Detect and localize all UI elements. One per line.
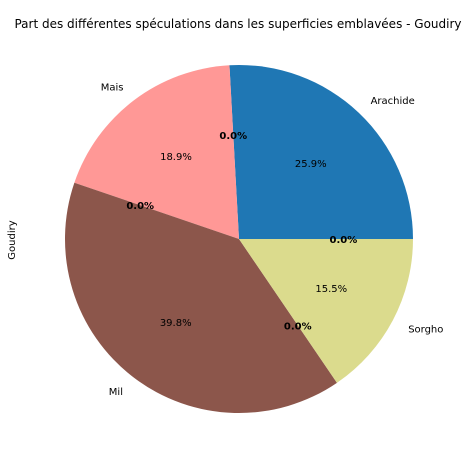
pie-slice-sorgho	[239, 239, 413, 383]
slice-percent-mais: 18.9%	[160, 152, 192, 163]
slice-percent-sorgho: 15.5%	[315, 284, 347, 295]
zero-percent-label: 0.0%	[284, 321, 312, 332]
pie-slice-mil	[65, 182, 337, 414]
zero-percent-label: 0.0%	[126, 201, 154, 212]
zero-percent-label: 0.0%	[330, 235, 358, 246]
pie-labels: Arachide 25.9% Mais 18.9% Mil 39.8% Sorgho 15.5…	[101, 82, 444, 398]
slice-label-sorgho: Sorgho	[408, 324, 443, 335]
pie-slice-arachide	[229, 64, 413, 239]
slice-label-arachide: Arachide	[371, 96, 415, 107]
slice-label-mil: Mil	[109, 387, 123, 398]
slice-percent-mil: 39.8%	[160, 318, 192, 329]
pie-slice-mais	[74, 65, 240, 239]
slice-percent-arachide: 25.9%	[295, 159, 327, 170]
y-axis-label: Goudiry	[7, 220, 18, 259]
chart-title: Part des différentes spéculations dans l…	[14, 17, 461, 31]
slice-label-mais: Mais	[101, 82, 124, 93]
pie-slices	[65, 64, 413, 414]
zero-percent-label: 0.0%	[219, 131, 247, 142]
